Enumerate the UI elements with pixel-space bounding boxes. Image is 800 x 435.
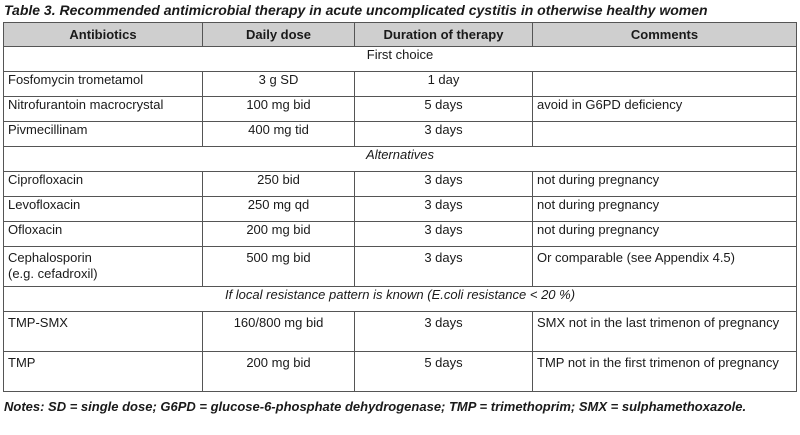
dose-cell: 200 mg bid	[202, 351, 355, 392]
antimicrobial-therapy-table: Antibiotics Daily dose Duration of thera…	[3, 22, 797, 392]
comment-cell: avoid in G6PD deficiency	[532, 96, 797, 122]
table-row: Ciprofloxacin 250 bid 3 days not during …	[3, 171, 797, 197]
table-row: Nitrofurantoin macrocrystal 100 mg bid 5…	[3, 96, 797, 122]
antibiotic-cell: TMP	[3, 351, 203, 392]
duration-cell: 3 days	[354, 196, 533, 222]
table-row: Pivmecillinam 400 mg tid 3 days	[3, 121, 797, 147]
duration-cell: 5 days	[354, 96, 533, 122]
header-antibiotics: Antibiotics	[3, 22, 203, 47]
section-label: First choice	[3, 46, 797, 72]
dose-cell: 400 mg tid	[202, 121, 355, 147]
section-label: If local resistance pattern is known (E.…	[3, 286, 797, 312]
dose-cell: 250 mg qd	[202, 196, 355, 222]
antibiotic-example: (e.g. cefadroxil)	[8, 266, 98, 281]
antibiotic-name: Cephalosporin	[8, 250, 92, 265]
antibiotic-cell: Fosfomycin trometamol	[3, 71, 203, 97]
comment-cell: SMX not in the last trimenon of pregnanc…	[532, 311, 797, 352]
dose-cell: 3 g SD	[202, 71, 355, 97]
header-daily-dose: Daily dose	[202, 22, 355, 47]
duration-cell: 5 days	[354, 351, 533, 392]
antibiotic-cell: Ofloxacin	[3, 221, 203, 247]
dose-cell: 200 mg bid	[202, 221, 355, 247]
comment-cell: not during pregnancy	[532, 196, 797, 222]
section-row-first-choice: First choice	[3, 46, 797, 72]
duration-cell: 3 days	[354, 311, 533, 352]
header-duration: Duration of therapy	[354, 22, 533, 47]
antibiotic-cell: TMP-SMX	[3, 311, 203, 352]
table-row: Levofloxacin 250 mg qd 3 days not during…	[3, 196, 797, 222]
section-label: Alternatives	[3, 146, 797, 172]
section-row-local-resistance: If local resistance pattern is known (E.…	[3, 286, 797, 312]
table-row: Fosfomycin trometamol 3 g SD 1 day	[3, 71, 797, 97]
comment-cell: not during pregnancy	[532, 171, 797, 197]
dose-cell: 100 mg bid	[202, 96, 355, 122]
comment-cell	[532, 121, 797, 147]
comment-cell	[532, 71, 797, 97]
dose-cell: 250 bid	[202, 171, 355, 197]
antibiotic-cell: Ciprofloxacin	[3, 171, 203, 197]
duration-cell: 3 days	[354, 121, 533, 147]
duration-cell: 3 days	[354, 171, 533, 197]
table-row: TMP-SMX 160/800 mg bid 3 days SMX not in…	[3, 311, 797, 352]
header-row: Antibiotics Daily dose Duration of thera…	[3, 22, 797, 47]
table-notes: Notes: SD = single dose; G6PD = glucose-…	[4, 399, 747, 414]
comment-cell: Or comparable (see Appendix 4.5)	[532, 246, 797, 287]
duration-cell: 1 day	[354, 71, 533, 97]
antibiotic-cell: Cephalosporin (e.g. cefadroxil)	[3, 246, 203, 287]
duration-cell: 3 days	[354, 246, 533, 287]
header-comments: Comments	[532, 22, 797, 47]
duration-cell: 3 days	[354, 221, 533, 247]
table-row: Cephalosporin (e.g. cefadroxil) 500 mg b…	[3, 246, 797, 287]
comment-cell: TMP not in the first trimenon of pregnan…	[532, 351, 797, 392]
table-title: Table 3. Recommended antimicrobial thera…	[4, 2, 708, 18]
antibiotic-cell: Nitrofurantoin macrocrystal	[3, 96, 203, 122]
table-row: TMP 200 mg bid 5 days TMP not in the fir…	[3, 351, 797, 392]
dose-cell: 500 mg bid	[202, 246, 355, 287]
dose-cell: 160/800 mg bid	[202, 311, 355, 352]
comment-cell: not during pregnancy	[532, 221, 797, 247]
antibiotic-cell: Pivmecillinam	[3, 121, 203, 147]
antibiotic-cell: Levofloxacin	[3, 196, 203, 222]
table-row: Ofloxacin 200 mg bid 3 days not during p…	[3, 221, 797, 247]
section-row-alternatives: Alternatives	[3, 146, 797, 172]
